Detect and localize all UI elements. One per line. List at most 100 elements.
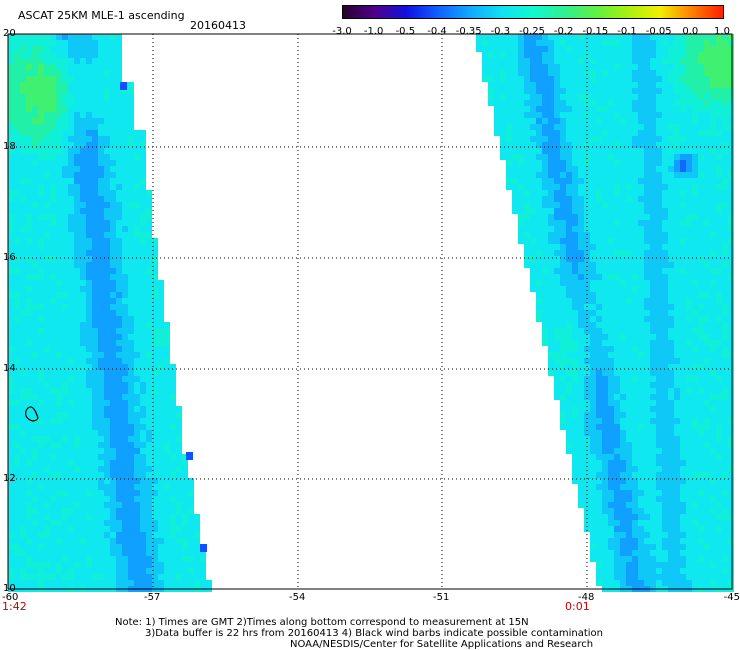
wind-cell: [152, 508, 158, 514]
wind-cell: [20, 436, 26, 442]
wind-cell: [68, 436, 74, 442]
wind-cell: [56, 316, 62, 322]
wind-cell: [146, 532, 152, 538]
wind-cell: [662, 250, 668, 256]
wind-cell: [686, 304, 692, 310]
wind-cell: [698, 400, 704, 406]
wind-cell: [674, 118, 680, 124]
wind-cell: [164, 382, 170, 388]
wind-cell: [686, 40, 692, 46]
wind-cell: [578, 214, 584, 220]
wind-cell: [716, 124, 722, 130]
wind-cell: [668, 370, 674, 376]
wind-cell: [518, 94, 524, 100]
wind-cell: [128, 328, 134, 334]
wind-cell: [632, 124, 638, 130]
wind-cell: [638, 184, 644, 190]
wind-cell: [128, 376, 134, 382]
wind-cell: [62, 208, 68, 214]
wind-cell: [722, 238, 728, 244]
wind-cell: [128, 352, 134, 358]
wind-cell: [662, 292, 668, 298]
wind-cell: [692, 232, 698, 238]
wind-cell: [26, 148, 32, 154]
wind-cell: [704, 154, 710, 160]
wind-cell: [644, 400, 650, 406]
wind-cell: [608, 334, 614, 340]
wind-cell: [50, 316, 56, 322]
wind-cell: [530, 112, 536, 118]
wind-cell: [536, 130, 542, 136]
wind-cell: [20, 304, 26, 310]
wind-cell: [632, 52, 638, 58]
wind-cell: [116, 256, 122, 262]
wind-cell: [566, 124, 572, 130]
wind-cell: [644, 130, 650, 136]
wind-cell: [20, 580, 26, 586]
wind-cell: [686, 280, 692, 286]
wind-cell: [98, 418, 104, 424]
wind-cell: [512, 202, 518, 208]
wind-cell: [584, 334, 590, 340]
wind-cell: [152, 520, 158, 526]
wind-cell: [14, 166, 20, 172]
wind-cell: [140, 304, 146, 310]
wind-cell: [722, 214, 728, 220]
wind-cell: [554, 322, 560, 328]
wind-cell: [656, 160, 662, 166]
wind-cell: [566, 112, 572, 118]
wind-cell: [674, 124, 680, 130]
wind-cell: [158, 304, 164, 310]
wind-cell: [632, 328, 638, 334]
wind-cell: [698, 136, 704, 142]
wind-cell: [674, 442, 680, 448]
wind-cell: [632, 112, 638, 118]
wind-cell: [140, 400, 146, 406]
wind-cell: [92, 64, 98, 70]
wind-cell: [596, 166, 602, 172]
wind-cell: [116, 532, 122, 538]
wind-cell: [728, 142, 734, 148]
wind-cell: [32, 490, 38, 496]
wind-cell: [680, 454, 686, 460]
wind-cell: [512, 106, 518, 112]
wind-cell: [86, 460, 92, 466]
wind-cell: [686, 370, 692, 376]
wind-cell: [98, 508, 104, 514]
wind-cell: [728, 148, 734, 154]
wind-cell: [554, 118, 560, 124]
wind-cell: [8, 118, 14, 124]
wind-cell: [98, 88, 104, 94]
wind-cell: [662, 130, 668, 136]
wind-cell: [122, 124, 128, 130]
wind-cell: [686, 256, 692, 262]
wind-cell: [62, 328, 68, 334]
wind-cell: [710, 304, 716, 310]
wind-cell: [662, 436, 668, 442]
wind-cell: [710, 400, 716, 406]
wind-cell: [62, 304, 68, 310]
wind-cell: [116, 544, 122, 550]
wind-cell: [26, 190, 32, 196]
wind-cell: [26, 496, 32, 502]
wind-cell: [566, 262, 572, 268]
wind-cell: [686, 400, 692, 406]
wind-cell: [164, 346, 170, 352]
wind-cell: [614, 418, 620, 424]
wind-cell: [86, 526, 92, 532]
wind-cell: [80, 70, 86, 76]
wind-cell: [8, 496, 14, 502]
wind-cell: [698, 262, 704, 268]
wind-cell: [152, 550, 158, 556]
wind-cell: [716, 166, 722, 172]
wind-cell: [56, 532, 62, 538]
wind-cell: [74, 508, 80, 514]
wind-cell: [530, 268, 536, 274]
wind-cell: [692, 280, 698, 286]
wind-cell: [56, 562, 62, 568]
wind-cell: [608, 316, 614, 322]
wind-cell: [98, 250, 104, 256]
wind-cell: [722, 64, 728, 70]
wind-cell: [140, 208, 146, 214]
wind-cell: [638, 118, 644, 124]
